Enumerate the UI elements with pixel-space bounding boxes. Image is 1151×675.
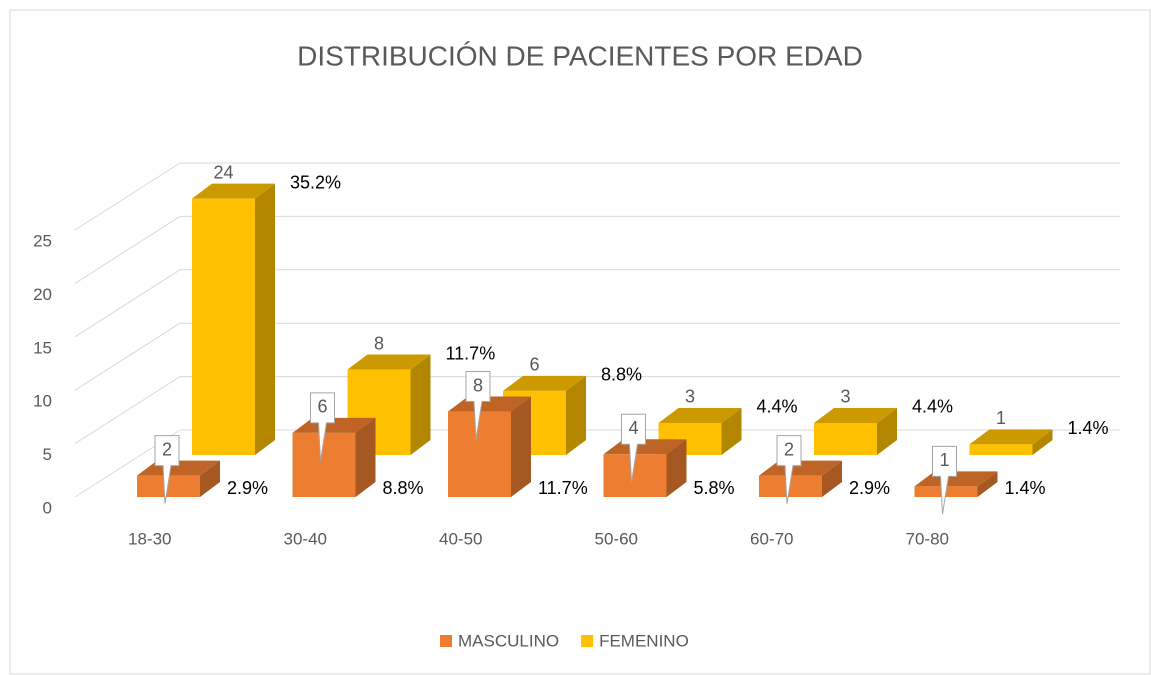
data-label: 6 bbox=[317, 397, 327, 417]
x-tick-label: 18-30 bbox=[128, 529, 171, 548]
data-label: 8 bbox=[473, 375, 483, 395]
y-tick-label: 5 bbox=[43, 445, 52, 464]
bar-face bbox=[255, 183, 275, 455]
bar bbox=[814, 407, 897, 455]
bar-face bbox=[192, 198, 255, 455]
x-tick-label: 60-70 bbox=[750, 529, 793, 548]
bar-face bbox=[814, 422, 877, 455]
data-label: 2 bbox=[784, 439, 794, 459]
y-tick-label: 15 bbox=[33, 338, 52, 357]
callout bbox=[465, 371, 491, 440]
data-label: 6 bbox=[529, 355, 539, 375]
y-tick-label: 20 bbox=[33, 285, 52, 304]
bar-face bbox=[137, 475, 200, 497]
bar-face bbox=[410, 354, 431, 455]
grid-line bbox=[74, 215, 181, 284]
legend-label: MASCULINO bbox=[458, 631, 559, 650]
percent-label: 1.4% bbox=[1005, 478, 1046, 498]
bar-face bbox=[448, 411, 511, 497]
bar bbox=[969, 429, 1053, 455]
bar-face bbox=[347, 354, 431, 370]
bar-face bbox=[977, 471, 998, 497]
y-tick-label: 25 bbox=[33, 231, 52, 250]
bar-face bbox=[503, 375, 586, 391]
data-label: 1 bbox=[996, 408, 1006, 428]
callout bbox=[621, 413, 646, 483]
bar-face bbox=[721, 407, 742, 455]
chart-frame bbox=[9, 9, 1151, 675]
callout bbox=[932, 445, 957, 515]
bar-face bbox=[200, 460, 220, 497]
x-tick-label: 70-80 bbox=[906, 529, 949, 548]
percent-label: 11.7% bbox=[538, 478, 588, 498]
data-label: 2 bbox=[162, 439, 172, 459]
bar-face bbox=[355, 417, 376, 497]
y-tick-label: 0 bbox=[43, 498, 52, 517]
bar-face bbox=[566, 375, 586, 455]
callout bbox=[310, 392, 335, 461]
x-tick-label: 40-50 bbox=[439, 529, 482, 548]
percent-label: 2.9% bbox=[227, 478, 268, 498]
chart-title: DISTRIBUCIÓN DE PACIENTES POR EDAD bbox=[297, 40, 863, 71]
percent-label: 5.8% bbox=[694, 478, 735, 498]
grid-line bbox=[74, 322, 181, 391]
bar-face bbox=[292, 432, 356, 497]
bar bbox=[292, 417, 376, 497]
bar-face bbox=[814, 407, 897, 423]
percent-label: 35.2% bbox=[290, 172, 341, 192]
grid-line bbox=[74, 376, 181, 445]
bar bbox=[137, 460, 220, 497]
data-label: 8 bbox=[374, 333, 384, 353]
bar bbox=[192, 183, 275, 455]
legend-label: FEMENINO bbox=[599, 631, 689, 650]
grid-line bbox=[74, 162, 181, 231]
y-tick-label: 10 bbox=[33, 392, 52, 411]
bar-face bbox=[759, 475, 822, 497]
bar-face bbox=[666, 439, 687, 497]
data-label: 4 bbox=[628, 418, 638, 438]
data-label: 1 bbox=[939, 450, 949, 470]
percent-label: 8.8% bbox=[383, 478, 424, 498]
callout bbox=[776, 435, 802, 504]
legend-swatch bbox=[440, 635, 452, 647]
percent-label: 4.4% bbox=[912, 397, 953, 417]
bar-face bbox=[822, 460, 842, 497]
callout bbox=[154, 435, 180, 504]
data-label: 3 bbox=[685, 387, 695, 407]
data-label: 24 bbox=[213, 162, 233, 182]
bar-face bbox=[658, 407, 742, 423]
percent-label: 4.4% bbox=[757, 397, 798, 417]
grid-line bbox=[74, 269, 181, 338]
percent-label: 1.4% bbox=[1068, 418, 1109, 438]
data-label: 3 bbox=[840, 387, 850, 407]
bar-face bbox=[969, 444, 1033, 455]
bar-face bbox=[877, 407, 897, 455]
bar-face bbox=[1032, 429, 1053, 455]
bar bbox=[448, 396, 531, 497]
bar bbox=[603, 439, 687, 497]
bar-face bbox=[511, 396, 531, 497]
bar-face bbox=[192, 183, 275, 199]
x-tick-label: 30-40 bbox=[284, 529, 327, 548]
percent-label: 8.8% bbox=[601, 365, 642, 385]
percent-label: 11.7% bbox=[446, 343, 496, 363]
percent-label: 2.9% bbox=[849, 478, 890, 498]
legend-swatch bbox=[581, 635, 594, 647]
bar-face bbox=[969, 429, 1053, 445]
x-tick-label: 50-60 bbox=[595, 529, 638, 548]
